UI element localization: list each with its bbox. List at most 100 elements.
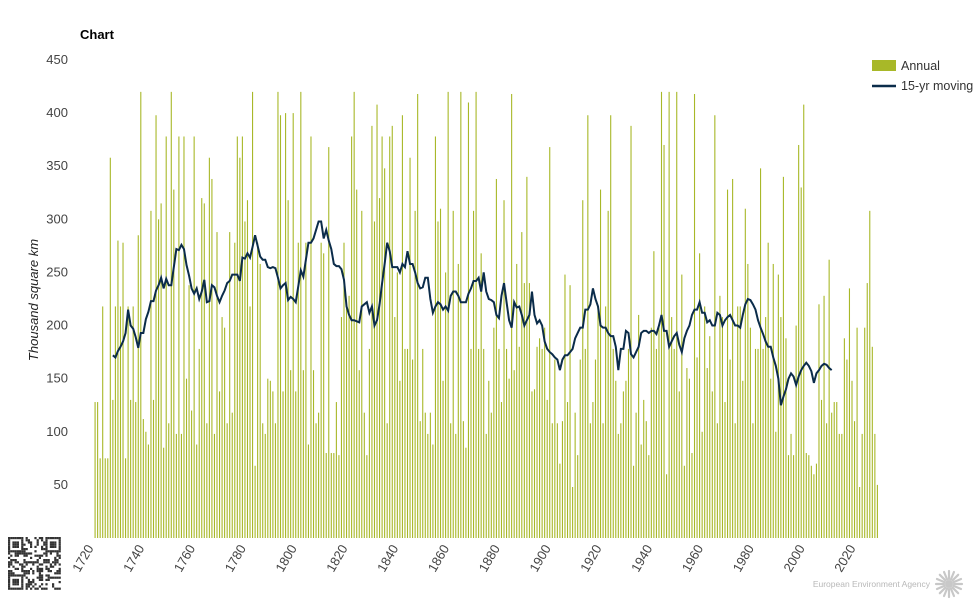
annual-bar xyxy=(724,402,726,538)
annual-bar xyxy=(163,447,165,538)
annual-bar xyxy=(450,423,452,538)
annual-bar xyxy=(627,348,630,538)
annual-bar xyxy=(358,370,360,538)
annual-bar xyxy=(683,465,685,538)
annual-bar xyxy=(516,263,518,538)
annual-bar xyxy=(536,346,538,538)
qr-code-image xyxy=(7,536,62,591)
annual-bar xyxy=(747,263,749,538)
annual-bar xyxy=(798,144,800,539)
annual-bar xyxy=(610,115,612,539)
annual-bar xyxy=(249,306,251,538)
annual-bar xyxy=(236,136,238,539)
annual-bar xyxy=(366,455,368,538)
annual-bar xyxy=(640,444,642,538)
annual-bar xyxy=(361,210,363,538)
annual-bar xyxy=(696,357,698,538)
annual-bar xyxy=(419,421,421,538)
annual-bar xyxy=(340,317,343,538)
annual-bar xyxy=(551,423,553,538)
annual-bar xyxy=(282,391,284,538)
annual-bar xyxy=(478,348,480,538)
annual-bar xyxy=(714,115,716,539)
annual-bar xyxy=(422,348,424,538)
annual-bar xyxy=(503,200,505,538)
x-tick-label: 1960 xyxy=(679,542,706,575)
annual-bar xyxy=(175,433,177,538)
annual-bar xyxy=(323,253,325,538)
annual-bar xyxy=(165,136,167,539)
annual-bar xyxy=(541,348,543,538)
annual-bar xyxy=(848,288,851,538)
annual-bar xyxy=(424,412,426,538)
annual-bar xyxy=(417,93,419,539)
annual-bar xyxy=(876,484,878,538)
annual-bar xyxy=(572,487,574,538)
annual-bar xyxy=(272,391,274,538)
annual-bar xyxy=(414,210,416,538)
annual-bar xyxy=(754,348,757,538)
annual-bar xyxy=(178,136,180,539)
annual-bar xyxy=(155,115,157,539)
annual-bar xyxy=(704,306,706,538)
y-tick-label: 250 xyxy=(46,264,68,279)
annual-bar xyxy=(218,391,221,538)
annual-bar xyxy=(239,157,241,538)
annual-bar xyxy=(127,306,129,538)
chart-title: Chart xyxy=(80,27,114,42)
annual-bar xyxy=(620,423,622,538)
annual-bar xyxy=(229,232,231,538)
annual-bar xyxy=(216,232,218,538)
annual-bar xyxy=(493,327,495,538)
y-tick-label: 350 xyxy=(46,158,68,173)
annual-bar xyxy=(409,157,411,538)
x-tick-label: 1820 xyxy=(323,542,350,575)
annual-bar xyxy=(800,187,802,538)
annual-bar xyxy=(546,399,548,538)
annual-bar xyxy=(135,402,137,538)
annual-bar xyxy=(310,136,312,539)
annual-bar xyxy=(663,144,665,539)
annual-bar xyxy=(373,221,376,538)
annual-bar xyxy=(188,285,190,538)
annual-bar xyxy=(691,453,693,538)
annual-bar xyxy=(701,431,703,538)
annual-bar xyxy=(856,327,858,538)
annual-bar xyxy=(292,113,294,539)
annual-bar xyxy=(785,338,787,538)
annual-bar xyxy=(246,200,249,538)
annual-bar xyxy=(508,378,510,538)
annual-bar xyxy=(269,380,271,538)
credit-text: European Environment Agency xyxy=(813,579,931,589)
annual-bar xyxy=(109,157,111,538)
annual-bar xyxy=(183,136,185,539)
annual-bar xyxy=(645,421,647,538)
annual-bar xyxy=(102,306,104,538)
annual-bar xyxy=(279,115,282,539)
x-tick-label: 2000 xyxy=(780,542,807,575)
annual-bar xyxy=(539,338,541,538)
annual-bar xyxy=(549,147,551,538)
annual-bar xyxy=(351,136,353,539)
x-tick-label: 1760 xyxy=(171,542,198,575)
x-tick-label: 1880 xyxy=(476,542,503,575)
annual-bar xyxy=(480,253,482,538)
y-tick-label: 400 xyxy=(46,105,68,120)
annual-bar xyxy=(666,474,668,538)
annual-bar xyxy=(526,176,528,538)
annual-bar xyxy=(561,421,563,538)
annual-bar xyxy=(790,433,792,538)
annual-bar xyxy=(846,359,848,538)
annual-bar xyxy=(706,368,708,538)
annual-bar xyxy=(330,453,332,538)
annual-bar xyxy=(130,399,132,538)
annual-bar xyxy=(485,433,487,538)
x-tick-label: 1900 xyxy=(526,542,553,575)
annual-bar xyxy=(264,433,266,538)
annual-bar xyxy=(457,263,459,538)
annual-bar xyxy=(617,433,619,538)
annual-bar xyxy=(168,423,170,538)
annual-bar xyxy=(475,91,477,539)
annual-bar xyxy=(259,263,261,538)
annual-bar xyxy=(528,283,530,538)
